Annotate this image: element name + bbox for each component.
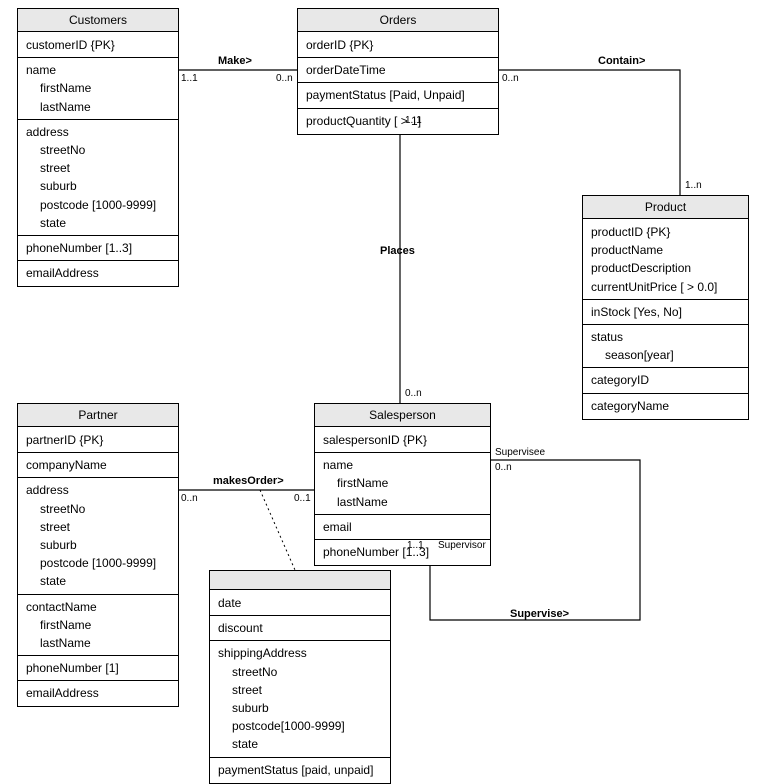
attr: postcode [1000-9999] [26, 554, 170, 572]
attr: paymentStatus [Paid, Unpaid] [306, 86, 490, 104]
attr: date [218, 594, 382, 612]
rel-supervise-label: Supervise> [510, 608, 569, 620]
entity-body: date discount shippingAddress streetNo s… [210, 590, 390, 783]
attr: state [26, 572, 170, 590]
attr: lastName [323, 493, 482, 511]
attr: emailAddress [26, 264, 170, 282]
entity-association: date discount shippingAddress streetNo s… [209, 570, 391, 784]
rel-places-card-from: 1..1 [405, 115, 422, 126]
attr: companyName [26, 456, 170, 474]
rel-places-card-to: 0..n [405, 388, 422, 399]
attr: categoryName [591, 397, 740, 415]
entity-title: Orders [298, 9, 498, 32]
attr: street [26, 518, 170, 536]
attr: productID {PK} [591, 223, 740, 241]
rel-makesorder-label: makesOrder> [213, 475, 284, 487]
attr: name [26, 61, 170, 79]
attr: suburb [218, 699, 382, 717]
rel-make-card-to: 0..n [276, 73, 293, 84]
attr: streetNo [26, 141, 170, 159]
attr: productName [591, 241, 740, 259]
rel-contain-label: Contain> [598, 55, 645, 67]
attr: firstName [26, 616, 170, 634]
rel-makesorder-card-to: 0..1 [294, 493, 311, 504]
attr: orderID {PK} [306, 36, 490, 54]
attr: customerID {PK} [26, 36, 170, 54]
attr: lastName [26, 98, 170, 116]
entity-body: partnerID {PK} companyName address stree… [18, 427, 178, 706]
entity-partner: Partner partnerID {PK} companyName addre… [17, 403, 179, 707]
entity-title [210, 571, 390, 590]
attr: streetNo [26, 500, 170, 518]
rel-contain-card-to: 1..n [685, 180, 702, 191]
attr: productDescription [591, 259, 740, 277]
entity-body: productID {PK} productName productDescri… [583, 219, 748, 419]
attr: address [26, 481, 170, 499]
attr: firstName [323, 474, 482, 492]
attr: phoneNumber [1] [26, 659, 170, 677]
attr: discount [218, 619, 382, 637]
attr: categoryID [591, 371, 740, 389]
rel-supervise-role-supervisor: Supervisor [438, 540, 486, 551]
rel-contain-card-from: 0..n [502, 73, 519, 84]
attr: name [323, 456, 482, 474]
attr: state [218, 735, 382, 753]
entity-title: Salesperson [315, 404, 490, 427]
entity-title: Customers [18, 9, 178, 32]
rel-make-label: Make> [218, 55, 252, 67]
rel-supervise-card-to: 0..n [495, 462, 512, 473]
attr: partnerID {PK} [26, 431, 170, 449]
attr: address [26, 123, 170, 141]
rel-places-label: Places [380, 245, 415, 257]
attr: suburb [26, 177, 170, 195]
attr: postcode [1000-9999] [26, 196, 170, 214]
entity-title: Product [583, 196, 748, 219]
attr: postcode[1000-9999] [218, 717, 382, 735]
rel-make-card-from: 1..1 [181, 73, 198, 84]
attr: streetNo [218, 663, 382, 681]
attr: emailAddress [26, 684, 170, 702]
attr: season[year] [591, 346, 740, 364]
attr: inStock [Yes, No] [591, 303, 740, 321]
entity-body: orderID {PK} orderDateTime paymentStatus… [298, 32, 498, 134]
attr: phoneNumber [1..3] [26, 239, 170, 257]
entity-body: customerID {PK} name firstName lastName … [18, 32, 178, 286]
attr: orderDateTime [306, 61, 490, 79]
attr: status [591, 328, 740, 346]
attr: lastName [26, 634, 170, 652]
entity-product: Product productID {PK} productName produ… [582, 195, 749, 420]
attr: paymentStatus [paid, unpaid] [218, 761, 382, 779]
attr: currentUnitPrice [ > 0.0] [591, 278, 740, 296]
rel-makesorder-card-from: 0..n [181, 493, 198, 504]
attr: salespersonID {PK} [323, 431, 482, 449]
attr: street [218, 681, 382, 699]
entity-orders: Orders orderID {PK} orderDateTime paymen… [297, 8, 499, 135]
entity-customers: Customers customerID {PK} name firstName… [17, 8, 179, 287]
attr: productQuantity [ > 1] [306, 112, 490, 130]
attr: email [323, 518, 482, 536]
rel-supervise-role-supervisee: Supervisee [495, 447, 545, 458]
attr: state [26, 214, 170, 232]
entity-title: Partner [18, 404, 178, 427]
attr: suburb [26, 536, 170, 554]
attr: shippingAddress [218, 644, 382, 662]
rel-supervise-card-from: 1..1 [407, 540, 424, 551]
attr: contactName [26, 598, 170, 616]
attr: street [26, 159, 170, 177]
attr: firstName [26, 79, 170, 97]
